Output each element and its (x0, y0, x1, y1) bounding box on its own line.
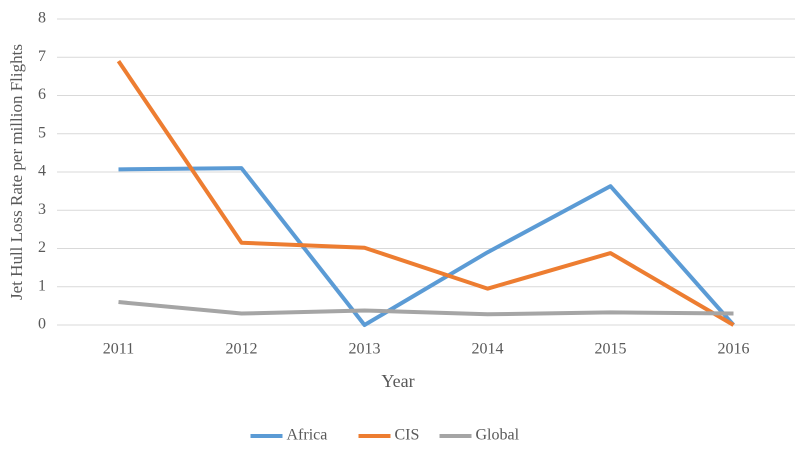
x-tick-label: 2016 (718, 341, 750, 358)
series-line (116, 59, 735, 327)
legend-label: CIS (395, 427, 420, 444)
y-tick-label: 3 (38, 201, 46, 218)
y-tick-label: 7 (38, 48, 46, 65)
x-tick-label: 2015 (595, 341, 627, 358)
x-tick-label: 2011 (103, 341, 134, 358)
y-tick-label: 5 (38, 124, 46, 141)
x-axis-label: Year (381, 371, 414, 391)
series-line (118, 300, 734, 317)
y-tick-label: 1 (38, 277, 46, 294)
legend-label: Global (476, 427, 520, 444)
y-tick-label: 6 (38, 86, 46, 103)
series-line (118, 166, 735, 327)
x-tick-label: 2012 (226, 341, 258, 358)
legend-label: Africa (287, 427, 328, 444)
x-tick-label: 2013 (349, 341, 381, 358)
y-tick-label: 8 (38, 10, 46, 27)
y-tick-label: 0 (38, 316, 46, 333)
x-tick-label: 2014 (472, 341, 504, 358)
y-tick-label: 4 (38, 163, 46, 180)
y-tick-label: 2 (38, 239, 46, 256)
y-axis-label: Jet Hull Loss Rate per million Flights (7, 44, 26, 300)
